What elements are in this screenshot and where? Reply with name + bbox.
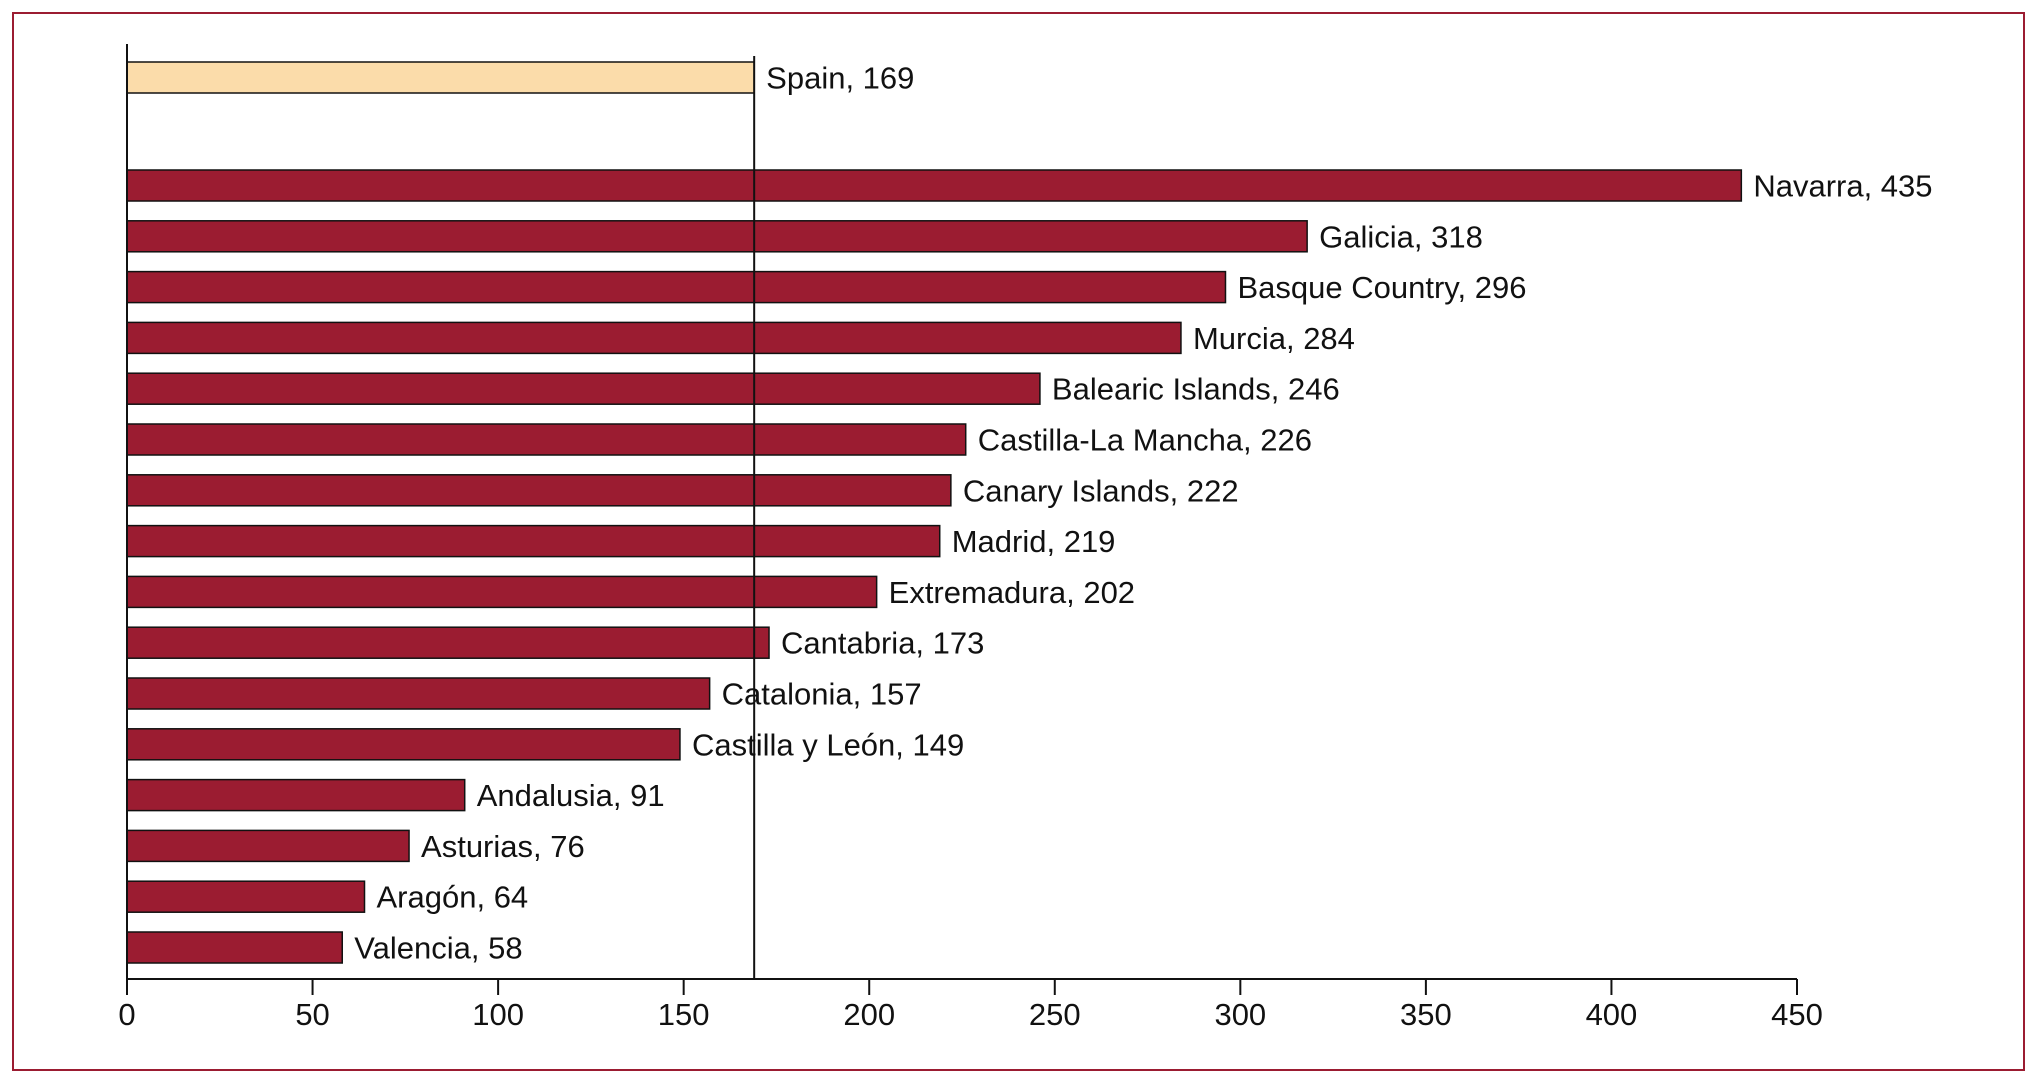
x-tick-label-0: 0 — [118, 997, 135, 1032]
bar-label-basque-country: Basque Country, 296 — [1237, 270, 1526, 305]
bar-spain — [126, 61, 755, 94]
x-tick-label-200: 200 — [843, 997, 895, 1032]
chart-frame — [12, 12, 2025, 1071]
bar-cantabria — [126, 626, 770, 659]
x-tick-label-150: 150 — [658, 997, 710, 1032]
x-tick-label-50: 50 — [295, 997, 329, 1032]
bar-navarra — [126, 169, 1743, 202]
bar-label-canary-islands: Canary Islands, 222 — [963, 473, 1239, 508]
bar-canary-islands — [126, 474, 952, 507]
bar-extremadura — [126, 575, 878, 609]
bar-label-valencia: Valencia, 58 — [354, 931, 522, 966]
bar-label-cantabria: Cantabria, 173 — [781, 626, 984, 661]
x-tick-label-300: 300 — [1214, 997, 1266, 1032]
bar-label-extremadura: Extremadura, 202 — [889, 575, 1135, 610]
bar-madrid — [126, 524, 941, 558]
bar-label-navarra: Navarra, 435 — [1753, 169, 1932, 204]
bar-andalusia — [126, 778, 466, 812]
bar-aragon — [126, 880, 366, 913]
x-tick-label-350: 350 — [1400, 997, 1452, 1032]
bar-label-catalonia: Catalonia, 157 — [722, 677, 922, 712]
bar-label-andalusia: Andalusia, 91 — [477, 778, 665, 813]
bar-castilla-y-leon — [126, 728, 681, 761]
bar-label-galicia: Galicia, 318 — [1319, 219, 1483, 254]
x-tick-label-450: 450 — [1771, 997, 1823, 1032]
x-tick-label-100: 100 — [472, 997, 524, 1032]
bar-label-castilla-y-leon: Castilla y León, 149 — [692, 727, 964, 762]
bar-valencia — [126, 931, 343, 964]
bar-asturias — [126, 829, 410, 863]
bar-label-madrid: Madrid, 219 — [952, 524, 1116, 559]
bar-label-aragon: Aragón, 64 — [377, 880, 529, 915]
bar-murcia — [126, 321, 1182, 355]
bar-label-asturias: Asturias, 76 — [421, 829, 585, 864]
bar-label-spain: Spain, 169 — [766, 61, 914, 96]
bar-label-castilla-la-mancha: Castilla-La Mancha, 226 — [978, 423, 1312, 458]
bar-catalonia — [126, 677, 711, 710]
bar-label-murcia: Murcia, 284 — [1193, 321, 1355, 356]
bar-basque-country — [126, 270, 1227, 304]
bar-label-balearic-islands: Balearic Islands, 246 — [1052, 372, 1340, 407]
x-tick-label-400: 400 — [1586, 997, 1638, 1032]
bar-galicia — [126, 220, 1308, 253]
x-tick-label-250: 250 — [1029, 997, 1081, 1032]
bar-balearic-islands — [126, 372, 1041, 405]
bar-castilla-la-mancha — [126, 423, 967, 456]
